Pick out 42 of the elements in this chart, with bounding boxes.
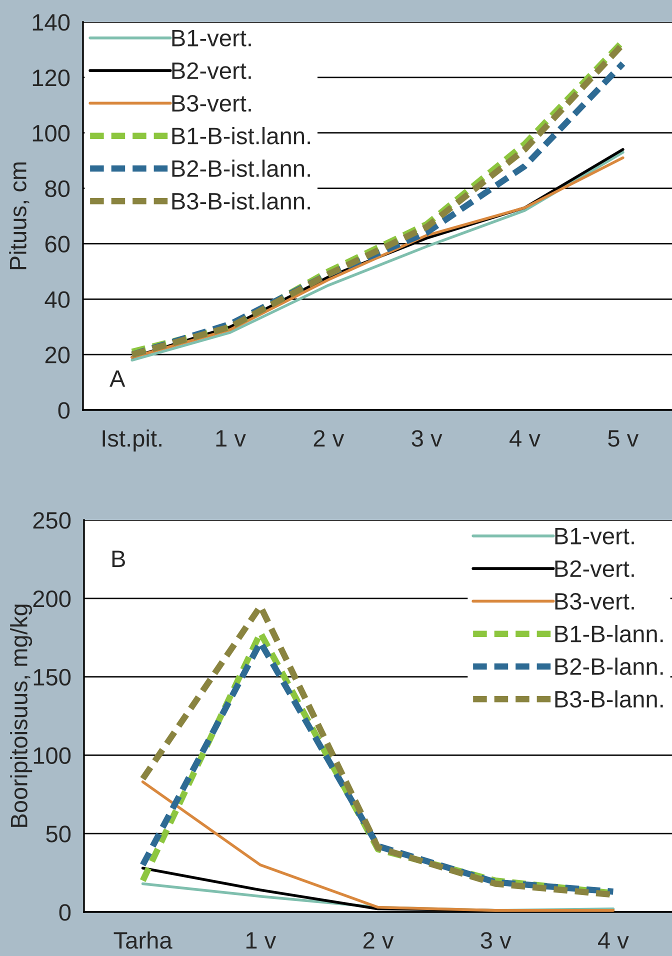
- x-tick-label: 1 v: [246, 932, 276, 949]
- y-tick-label: 250: [33, 512, 71, 529]
- line-series: [141, 780, 615, 912]
- x-tick-label: 2 v: [314, 430, 344, 447]
- y-tick-label: 200: [33, 590, 71, 608]
- legend-label: B1-B-lann.: [555, 624, 663, 642]
- y-tick-label: 60: [45, 236, 70, 252]
- legend-label: B3-vert.: [172, 94, 251, 112]
- x-tick-label: Tarha: [114, 931, 172, 949]
- legend-label: B3-B-lann.: [555, 690, 663, 708]
- legend-label: B2-B-ist.lann.: [172, 160, 310, 177]
- x-tick-label: 3 v: [480, 932, 512, 949]
- x-tick-label: 2 v: [363, 932, 394, 949]
- annotation: A: [110, 370, 126, 387]
- legend-label: B1-vert.: [555, 528, 634, 544]
- legend-label: B2-vert.: [172, 62, 251, 80]
- legend-label: B1-B-ist.lann.: [172, 126, 310, 144]
- y-tick-label: 100: [34, 747, 71, 764]
- x-tick-label: Ist.pit.: [102, 429, 162, 452]
- legend-label: B2-B-lann.: [555, 658, 663, 675]
- y-tick-label: 120: [32, 69, 70, 86]
- y-tick-label: 50: [46, 826, 71, 842]
- legend-label: B2-vert.: [555, 560, 634, 578]
- y-axis-title: Pituus, cm: [9, 162, 30, 270]
- y-tick-label: 0: [58, 402, 70, 419]
- x-tick-label: 1 v: [216, 430, 246, 447]
- x-tick-label: 3 v: [412, 430, 442, 447]
- y-tick-label: 20: [45, 346, 70, 364]
- y-tick-label: 140: [32, 14, 70, 31]
- x-tick-label: 4 v: [510, 430, 540, 447]
- x-tick-label: 4 v: [598, 932, 629, 949]
- y-axis-title: Booripitoisuus, mg/kg: [10, 604, 32, 827]
- y-tick-label: 150: [34, 668, 71, 686]
- legend-label: B3-vert.: [555, 592, 634, 610]
- legend-label: B1-vert.: [172, 30, 251, 46]
- y-tick-label: 100: [32, 124, 70, 142]
- legend-label: B3-B-ist.lann.: [172, 192, 310, 210]
- annotation: B: [112, 550, 125, 568]
- y-tick-label: 80: [45, 180, 70, 198]
- y-tick-label: 0: [59, 904, 71, 921]
- x-tick-label: 5 v: [608, 430, 639, 447]
- y-tick-label: 40: [44, 291, 70, 308]
